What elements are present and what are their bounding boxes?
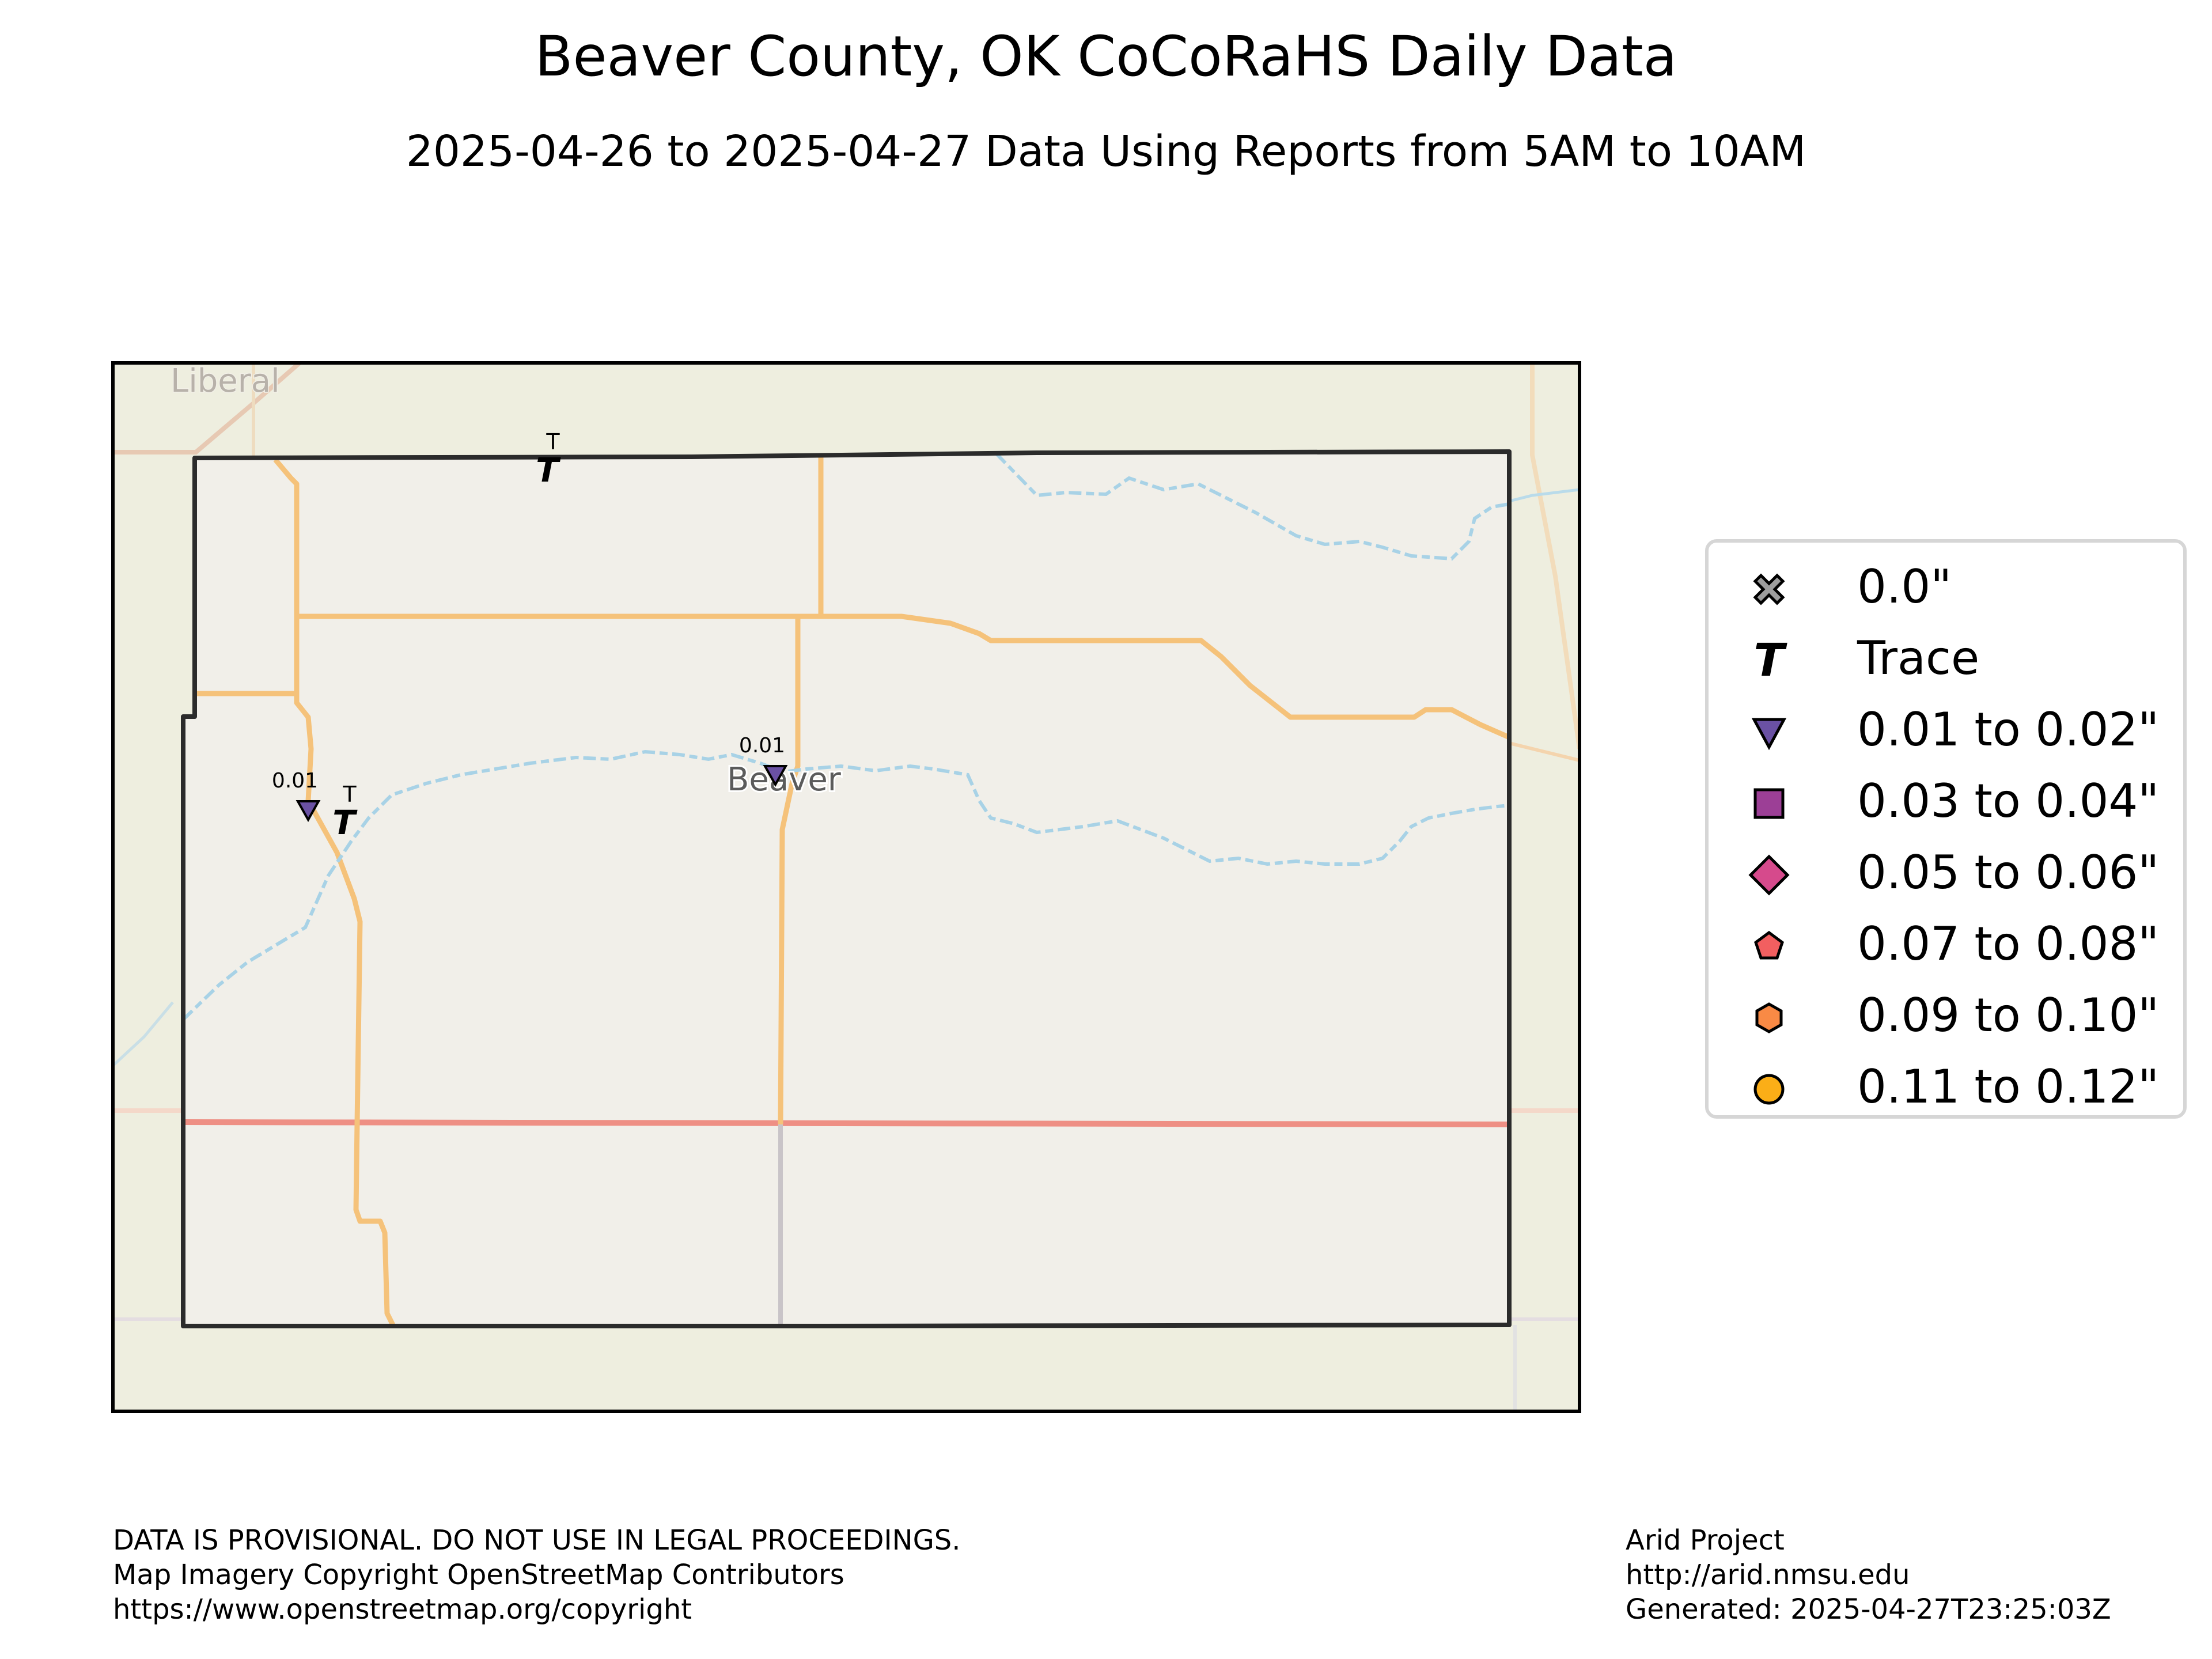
station-precip-west[interactable]: 0.01 [272, 769, 321, 823]
footer-line: Arid Project [1626, 1524, 1785, 1556]
legend: 0.0" T Trace 0.01 to 0.02" 0.03 to 0.04"… [1705, 539, 2187, 1119]
background-road [113, 363, 301, 454]
legend-label: 0.07 to 0.08" [1857, 917, 2160, 971]
hexagon-icon [1755, 1002, 1783, 1033]
legend-item: 0.09 to 0.10" [1709, 983, 2183, 1053]
legend-item: 0.11 to 0.12" [1709, 1054, 2183, 1124]
x-mark-icon [1753, 573, 1785, 605]
road [798, 613, 1510, 740]
station-value-label: 0.01 [739, 734, 785, 757]
svg-text:T: T [1753, 635, 1787, 687]
river-network [181, 452, 1510, 1021]
background-road [1509, 741, 1580, 762]
legend-item: T Trace [1709, 626, 2183, 696]
map-layers: Liberal Beaver [113, 362, 1580, 1411]
pentagon-icon [1754, 930, 1784, 960]
road [778, 616, 801, 1125]
station-value-label: 0.01 [272, 769, 318, 793]
legend-item: 0.03 to 0.04" [1709, 768, 2183, 839]
station-trace-north[interactable]: T T [536, 429, 561, 490]
triangle-down-icon [763, 765, 788, 787]
map-frame [111, 361, 1581, 1413]
legend-item: 0.01 to 0.02" [1709, 697, 2183, 767]
legend-item: 0.05 to 0.06" [1709, 840, 2183, 910]
footer-line: http://arid.nmsu.edu [1626, 1559, 1910, 1591]
legend-label: 0.11 to 0.12" [1857, 1060, 2160, 1113]
county-border [181, 449, 1512, 1328]
legend-label: 0.01 to 0.02" [1857, 703, 2160, 756]
diamond-icon [1748, 854, 1790, 896]
triangle-down-icon [1751, 718, 1787, 751]
road [294, 616, 396, 1327]
legend-label: 0.05 to 0.06" [1857, 846, 2160, 899]
legend-item: 0.07 to 0.08" [1709, 911, 2183, 982]
river [995, 452, 1510, 561]
footer-line: DATA IS PROVISIONAL. DO NOT USE IN LEGAL… [113, 1524, 961, 1556]
trace-icon: T [332, 803, 358, 842]
page-subtitle: 2025-04-26 to 2025-04-27 Data Using Repo… [406, 127, 1806, 176]
station-precip-beaver[interactable]: 0.01 [739, 734, 788, 787]
road-network [195, 454, 1510, 1327]
legend-label: 0.03 to 0.04" [1857, 774, 2160, 828]
county-area [183, 452, 1509, 1326]
trace-icon: T [536, 450, 561, 490]
river [181, 749, 1510, 1021]
legend-label: 0.09 to 0.10" [1857, 988, 2160, 1042]
station-value-label: T [342, 782, 357, 807]
circle-icon [1753, 1074, 1785, 1105]
highway [183, 1119, 1510, 1127]
footer-line: Map Imagery Copyright OpenStreetMap Cont… [113, 1559, 844, 1591]
background-river [113, 1001, 174, 1067]
background-river [1509, 488, 1580, 503]
footer-line: https://www.openstreetmap.org/copyright [113, 1593, 692, 1626]
legend-item: 0.0" [1709, 554, 2183, 624]
footer-credits: Arid Project http://arid.nmsu.edu Genera… [1626, 1523, 2111, 1627]
background-road [1530, 363, 1580, 749]
square-icon [1753, 788, 1785, 819]
city-label-liberal: Liberal [171, 362, 280, 400]
station-value-label: T [546, 429, 560, 454]
triangle-down-icon [296, 800, 321, 823]
footer-line: Generated: 2025-04-27T23:25:03Z [1626, 1593, 2111, 1626]
footer-disclaimer: DATA IS PROVISIONAL. DO NOT USE IN LEGAL… [113, 1523, 961, 1627]
station-trace-west[interactable]: T T [332, 782, 358, 842]
legend-label: Trace [1857, 631, 1980, 685]
legend-label: 0.0" [1857, 560, 1952, 613]
trace-icon: T [1753, 635, 1787, 687]
road [273, 458, 300, 616]
page-title: Beaver County, OK CoCoRaHS Daily Data [535, 24, 1677, 89]
